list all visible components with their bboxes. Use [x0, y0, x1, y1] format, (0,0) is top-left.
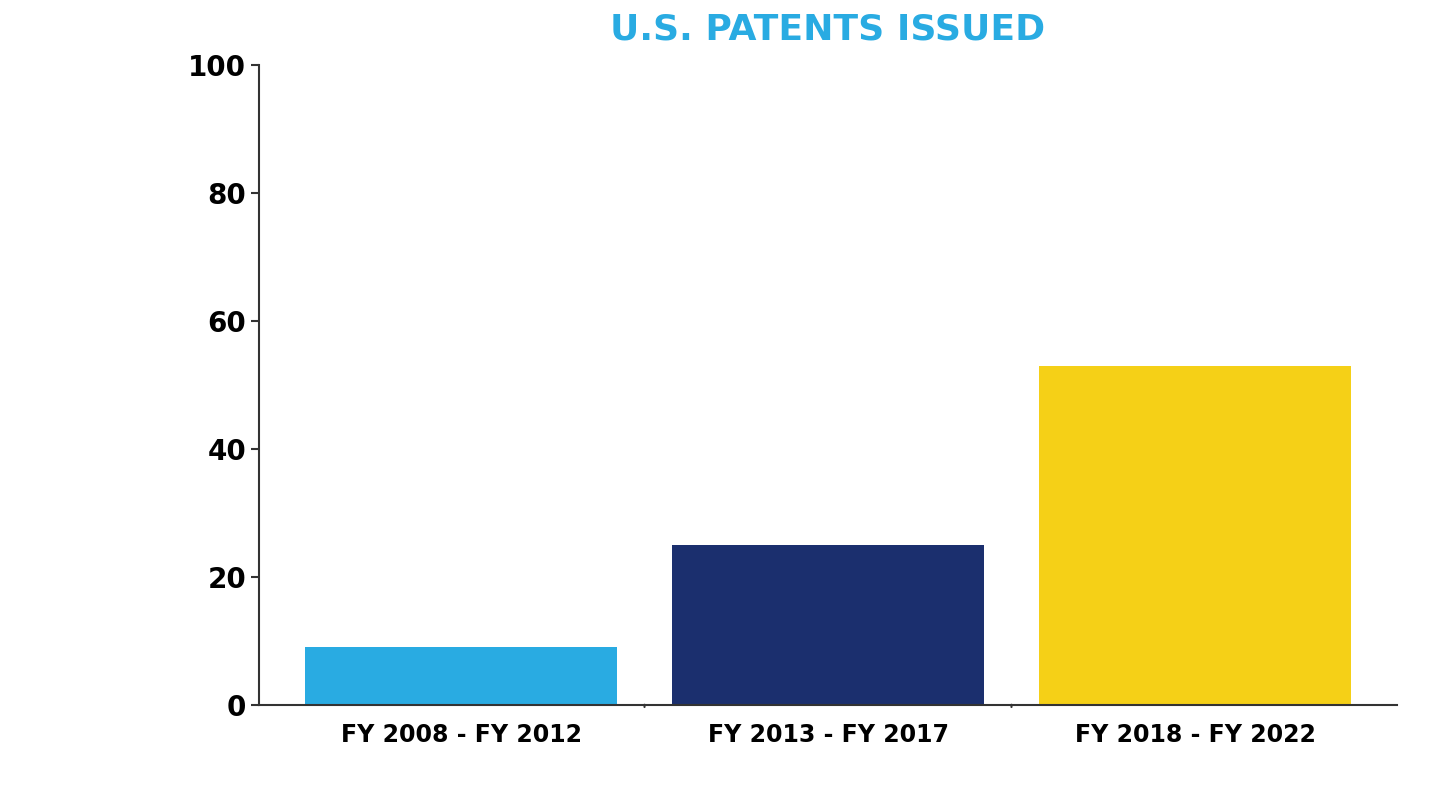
Bar [672, 544, 984, 705]
Bar [1040, 365, 1351, 705]
Title: U.S. PATENTS ISSUED: U.S. PATENTS ISSUED [611, 13, 1045, 47]
Bar [305, 647, 616, 705]
